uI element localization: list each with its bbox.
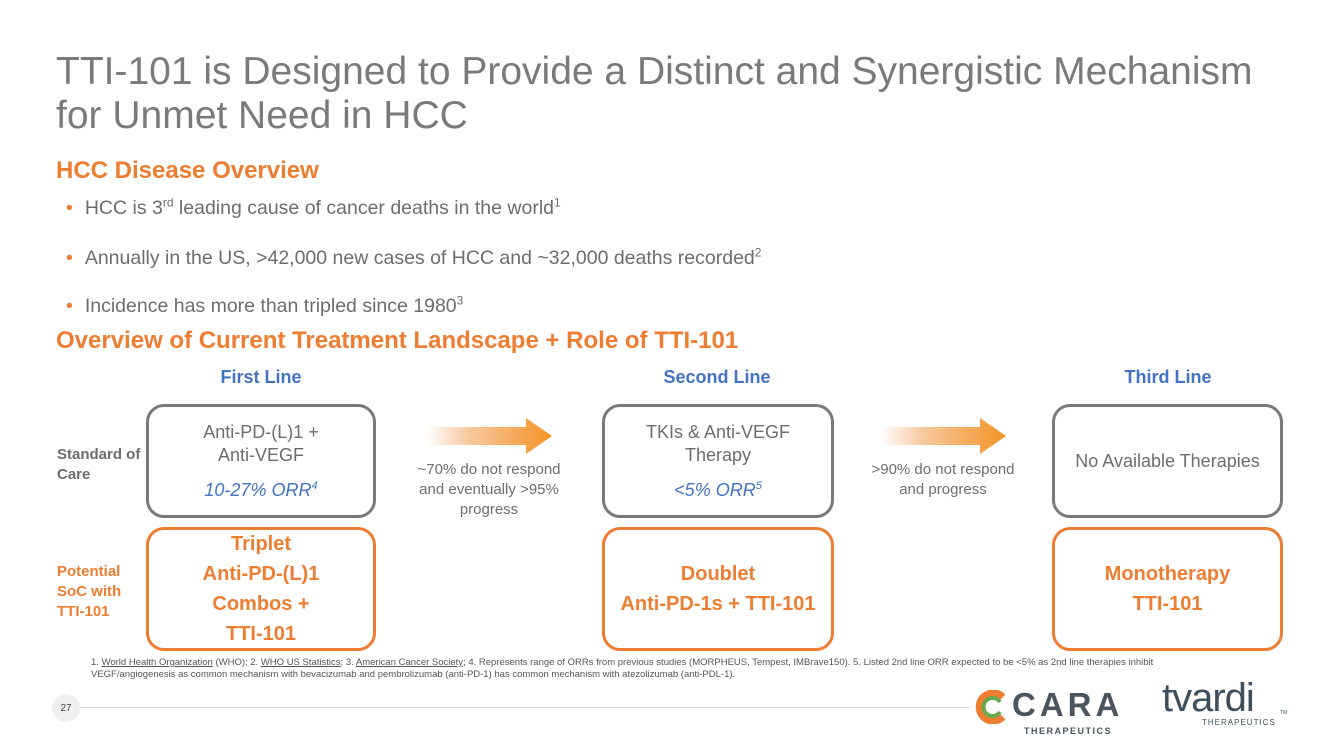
row-label-potential-soc: Potential SoC with TTI-101 xyxy=(57,563,122,620)
column-header-first-line: First Line xyxy=(220,367,302,387)
page-title: TTI-101 is Designed to Provide a Distinc… xyxy=(56,50,1253,137)
arrow-right-icon xyxy=(426,418,552,454)
orr-second-line: <5% ORR5 xyxy=(674,479,762,500)
disease-overview-heading: HCC Disease Overview xyxy=(56,157,319,184)
landscape-heading: Overview of Current Treatment Landscape … xyxy=(56,327,739,354)
potential-box-first-line: Triplet Anti-PD-(L)1 Combos + TTI-101 xyxy=(146,527,376,651)
row-label-standard-of-care: Standard of Care xyxy=(57,446,141,483)
footnote: 1. World Health Organization (WHO); 2. W… xyxy=(91,657,1154,680)
arrow-note-second-to-third: >90% do not respond and progress xyxy=(871,461,1015,498)
potential-box-third-line: Monotherapy TTI-101 xyxy=(1052,527,1283,651)
bullet-dot-icon: • xyxy=(66,197,73,219)
tvardi-logo: tvardi THERAPEUTICS TM xyxy=(1160,676,1290,732)
arrow-right-icon xyxy=(880,418,1006,454)
bullet-dot-icon: • xyxy=(66,295,73,317)
column-header-second-line: Second Line xyxy=(663,367,771,387)
soc-box-second-line: TKIs & Anti-VEGF Therapy <5% ORR5 xyxy=(602,404,834,518)
footnote-link-acs[interactable]: American Cancer Society xyxy=(355,657,464,668)
bullet-dot-icon: • xyxy=(66,247,73,269)
cara-subtext: THERAPEUTICS xyxy=(1024,726,1113,736)
tvardi-trademark: TM xyxy=(1280,710,1288,716)
soc-box-first-line: Anti-PD-(L)1 + Anti-VEGF 10-27% ORR4 xyxy=(146,404,376,518)
arrow-note-first-to-second: ~70% do not respond and eventually >95% … xyxy=(417,461,561,518)
potential-box-second-line: Doublet Anti-PD-1s + TTI-101 xyxy=(602,527,834,651)
orr-first-line: 10-27% ORR4 xyxy=(204,479,318,500)
column-header-third-line: Third Line xyxy=(1124,367,1212,387)
cara-mark-icon xyxy=(975,690,1006,724)
bullet-3: • Incidence has more than tripled since 1… xyxy=(66,293,464,318)
cara-wordmark: CARA xyxy=(1012,686,1124,723)
soc-box-third-line: No Available Therapies xyxy=(1052,404,1283,518)
cara-logo: CARA THERAPEUTICS xyxy=(972,684,1152,740)
bullet-1: • HCC is 3rd leading cause of cancer deat… xyxy=(66,195,561,220)
tvardi-wordmark: tvardi xyxy=(1162,676,1255,720)
footnote-link-who-us[interactable]: WHO US Statistics xyxy=(260,657,341,668)
footer-divider xyxy=(80,707,970,708)
page-number: 27 xyxy=(52,694,80,722)
bullet-2: • Annually in the US, >42,000 new cases o… xyxy=(66,245,762,270)
footnote-link-who[interactable]: World Health Organization xyxy=(101,657,213,668)
tvardi-subtext: THERAPEUTICS xyxy=(1202,718,1276,727)
